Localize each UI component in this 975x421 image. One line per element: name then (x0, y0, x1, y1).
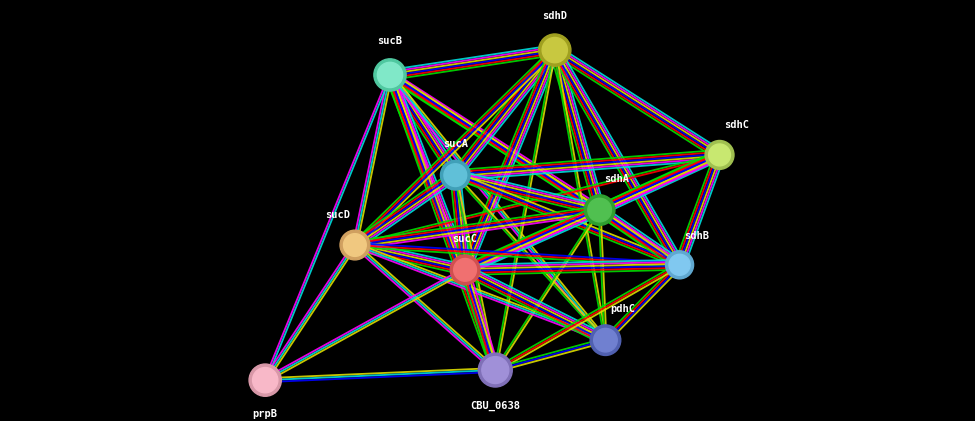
Text: prpB: prpB (253, 409, 278, 419)
Circle shape (666, 251, 693, 279)
Circle shape (542, 37, 567, 63)
Text: sucC: sucC (452, 234, 478, 244)
Circle shape (373, 59, 407, 91)
Circle shape (441, 160, 470, 190)
Circle shape (482, 357, 509, 384)
Text: sdhA: sdhA (604, 174, 630, 184)
Text: pdhC: pdhC (610, 304, 636, 314)
Circle shape (340, 230, 370, 260)
Circle shape (709, 144, 730, 166)
Circle shape (584, 195, 615, 225)
Circle shape (253, 368, 278, 393)
Circle shape (450, 255, 480, 285)
Circle shape (249, 364, 282, 396)
Circle shape (343, 234, 367, 256)
Circle shape (594, 328, 617, 352)
Circle shape (444, 164, 467, 187)
Circle shape (377, 62, 403, 88)
Circle shape (669, 254, 690, 275)
Text: CBU_0638: CBU_0638 (470, 400, 521, 410)
Text: sdhB: sdhB (684, 231, 710, 241)
Text: sucD: sucD (325, 210, 350, 220)
Circle shape (538, 34, 571, 66)
Circle shape (479, 353, 512, 387)
Circle shape (453, 258, 477, 281)
Text: sucB: sucB (377, 36, 403, 46)
Circle shape (590, 325, 621, 355)
Text: sdhD: sdhD (542, 11, 567, 21)
Text: sucA: sucA (443, 139, 468, 149)
Text: sdhC: sdhC (724, 120, 750, 130)
Circle shape (588, 198, 611, 222)
Circle shape (705, 141, 734, 169)
